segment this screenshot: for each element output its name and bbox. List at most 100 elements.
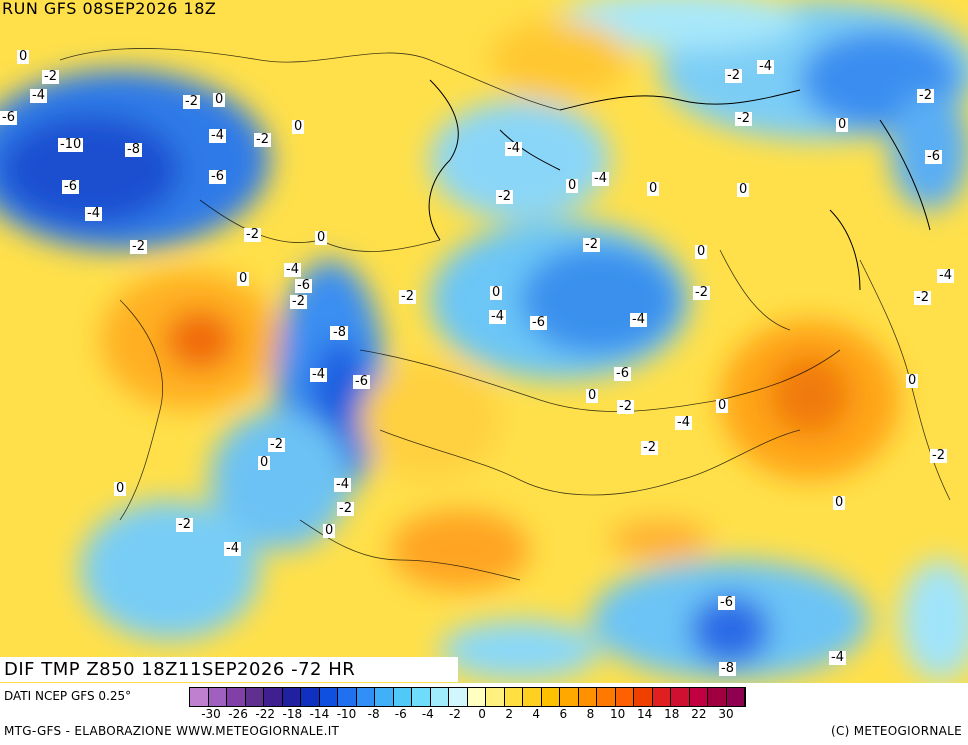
contour-label: -4 — [829, 650, 846, 665]
color-swatch — [356, 688, 375, 706]
color-scale-tick-label: -4 — [421, 707, 434, 721]
color-swatch — [578, 688, 597, 706]
color-swatch — [208, 688, 227, 706]
contour-label: 0 — [237, 271, 250, 286]
color-swatch — [541, 688, 560, 706]
contour-label: 0 — [836, 117, 849, 132]
contour-label: 0 — [114, 481, 127, 496]
color-swatch — [430, 688, 449, 706]
color-scale-tick-label: -6 — [394, 707, 407, 721]
contour-label: -2 — [725, 68, 742, 83]
color-swatch — [393, 688, 412, 706]
color-swatch — [338, 688, 357, 706]
contour-label: -4 — [284, 262, 301, 277]
color-scale-tick-label: 2 — [505, 707, 513, 721]
contour-label: 0 — [695, 244, 708, 259]
contour-label: -2 — [735, 111, 752, 126]
color-scale-tick-label: -8 — [367, 707, 380, 721]
contour-label: -2 — [130, 239, 147, 254]
contour-label: -2 — [399, 289, 416, 304]
map-canvas — [0, 0, 968, 683]
run-title: RUN GFS 08SEP2026 18Z — [2, 0, 217, 18]
contour-label: -2 — [930, 448, 947, 463]
color-swatch — [375, 688, 394, 706]
color-swatch — [689, 688, 708, 706]
contour-label: 0 — [737, 182, 750, 197]
contour-label: -2 — [268, 437, 285, 452]
contour-label: -4 — [85, 206, 102, 221]
contour-label: -2 — [641, 440, 658, 455]
contour-label: -6 — [353, 374, 370, 389]
contour-label: -2 — [496, 189, 513, 204]
contour-label: 0 — [833, 495, 846, 510]
coastline-lines — [428, 79, 931, 291]
contour-label: -4 — [592, 171, 609, 186]
contour-label: -4 — [630, 312, 647, 327]
color-swatch — [245, 688, 264, 706]
color-scale-tick-label: -30 — [201, 707, 221, 721]
contour-label: -6 — [0, 110, 17, 125]
color-scale-tick-label: -2 — [448, 707, 461, 721]
contour-label: -8 — [719, 661, 736, 676]
color-swatch — [301, 688, 320, 706]
contour-label: -2 — [42, 69, 59, 84]
data-source-label: DATI NCEP GFS 0.25° — [4, 689, 132, 703]
contour-label: -2 — [617, 399, 634, 414]
contour-label: -2 — [917, 88, 934, 103]
credits-label: MTG-GFS - ELABORAZIONE WWW.METEOGIORNALE… — [4, 724, 340, 738]
color-scale-tick-label: -26 — [228, 707, 248, 721]
color-swatch — [504, 688, 523, 706]
color-scale-tick-label: 30 — [718, 707, 734, 721]
color-swatch — [264, 688, 283, 706]
contour-label: -8 — [331, 325, 348, 340]
color-scale-bar — [189, 687, 746, 707]
contour-label: -4 — [209, 128, 226, 143]
color-swatch — [652, 688, 671, 706]
footer-legend: DATI NCEP GFS 0.25° -30 -26 -22 -18 -14 -10 -8… — [0, 683, 968, 745]
contour-label: -6 — [209, 169, 226, 184]
temperature-anomaly-map: 0 -2 -4 -6 -8 -10 -2 0 -4 -6 -8 -2 0 -2 … — [0, 0, 968, 683]
contour-label: -6 — [718, 595, 735, 610]
contour-label: -2 — [183, 94, 200, 109]
color-swatch — [412, 688, 431, 706]
color-swatch — [634, 688, 653, 706]
map-title: DIF TMP Z850 18Z11SEP2026 -72 HR — [0, 657, 458, 682]
contour-label: -2 — [254, 132, 271, 147]
color-swatch — [615, 688, 634, 706]
contour-label: -2 — [914, 290, 931, 305]
contour-label: -10 — [58, 137, 84, 152]
color-scale-tick-label: 14 — [637, 707, 653, 721]
color-scale-tick-label: -10 — [336, 707, 357, 721]
contour-label: -4 — [505, 141, 522, 156]
color-swatch — [227, 688, 246, 706]
contour-label: 0 — [258, 455, 271, 470]
color-scale-tick-label: 4 — [532, 707, 541, 721]
contour-label: -4 — [489, 309, 506, 324]
contour-label: -6 — [62, 179, 79, 194]
contour-label: -4 — [224, 541, 241, 556]
contour-label: 0 — [323, 523, 336, 538]
contour-label: 0 — [213, 92, 226, 107]
color-swatch — [671, 688, 690, 706]
contour-label: 0 — [292, 119, 305, 134]
contour-label: -4 — [757, 59, 774, 74]
color-scale-tick-label: 6 — [559, 707, 568, 721]
color-swatch — [726, 688, 745, 706]
color-swatch — [708, 688, 727, 706]
contour-label: 0 — [647, 181, 660, 196]
color-swatch — [560, 688, 579, 706]
color-scale-tick-label: -22 — [255, 707, 276, 721]
contour-label: -4 — [334, 477, 351, 492]
color-scale-tick-label: -18 — [282, 707, 303, 721]
contour-label: -4 — [310, 367, 327, 382]
color-scale-tick-label: 8 — [586, 707, 595, 721]
contour-label: 0 — [566, 178, 579, 193]
contour-label: 0 — [586, 388, 599, 403]
contour-label: -2 — [693, 285, 710, 300]
contour-label: -2 — [290, 294, 307, 309]
contour-label: -6 — [614, 366, 631, 381]
color-scale-tick-label: 22 — [691, 707, 707, 721]
color-swatch — [190, 688, 209, 706]
color-swatch — [486, 688, 505, 706]
